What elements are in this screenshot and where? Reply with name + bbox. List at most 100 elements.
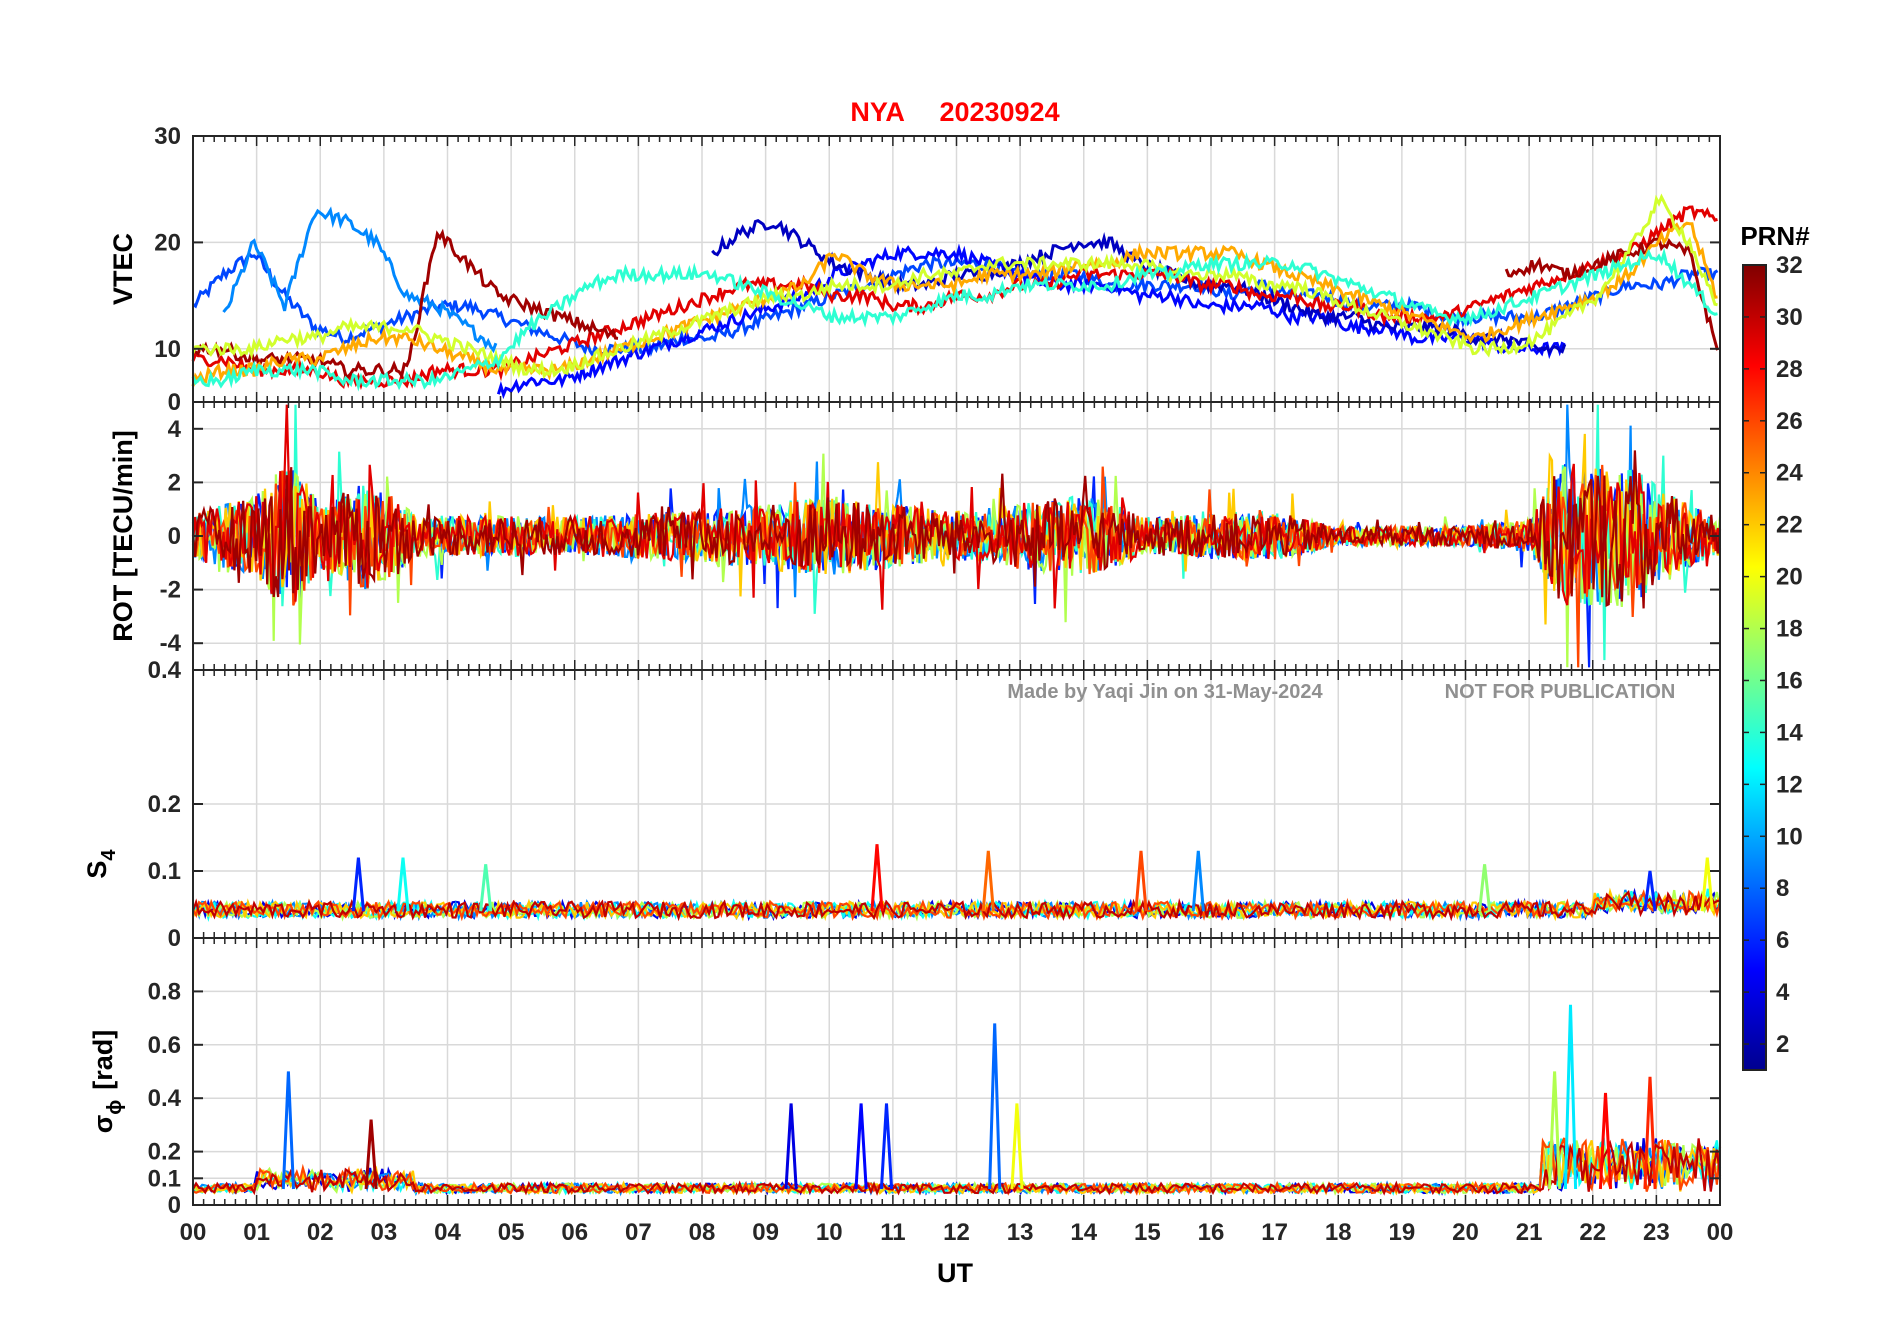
x-tick-label: 15 — [1134, 1219, 1161, 1246]
y-tick-label: 0.8 — [148, 978, 181, 1005]
y-tick-label: -4 — [160, 630, 182, 657]
y-tick-label: 4 — [168, 416, 182, 443]
s4-peak — [981, 850, 995, 912]
y-tick-label: 2 — [168, 469, 181, 496]
y-tick-label: 0 — [168, 523, 181, 550]
sigma_phi-baseline-prn30 — [192, 1138, 1722, 1196]
y-axis-label: σϕ [rad] — [88, 1030, 126, 1133]
y-axis-label: ROT [TECU/min] — [108, 430, 138, 641]
x-tick-label: 02 — [307, 1219, 334, 1246]
x-tick-label: 10 — [816, 1219, 843, 1246]
y-tick-label: 0.2 — [148, 1139, 181, 1166]
sigma_phi-peak — [854, 1103, 868, 1190]
s4-peak — [870, 844, 884, 912]
x-tick-label: 22 — [1579, 1219, 1606, 1246]
y-tick-label: 30 — [154, 123, 181, 150]
y-axis-label-subscript: ϕ — [104, 1100, 126, 1115]
x-tick-label: 19 — [1389, 1219, 1416, 1246]
vtec-series-prn31 — [192, 228, 1719, 380]
x-tick-label: 13 — [1007, 1219, 1034, 1246]
y-tick-label: 0.2 — [148, 791, 181, 818]
sigma_phi-peak — [1643, 1076, 1657, 1190]
s4-peak — [1643, 870, 1657, 912]
s4-peak — [1478, 864, 1492, 912]
y-axis-label: S4 — [82, 849, 120, 879]
colorbar-tick-label: 26 — [1776, 408, 1803, 435]
title-station: NYA — [850, 97, 904, 127]
colorbar-tick-label: 8 — [1776, 875, 1789, 902]
x-tick-label: 17 — [1261, 1219, 1288, 1246]
y-tick-label: 0.4 — [148, 1085, 182, 1112]
colorbar-tick-label: 10 — [1776, 823, 1803, 850]
rot-series-prn31 — [191, 450, 1722, 609]
colorbar-tick-label: 28 — [1776, 356, 1803, 383]
x-tick-label: 09 — [752, 1219, 779, 1246]
x-tick-label: 16 — [1198, 1219, 1225, 1246]
watermark-author: Made by Yaqi Jin on 31-May-2024 — [1007, 681, 1323, 703]
x-tick-label: 07 — [625, 1219, 652, 1246]
y-tick-label: 0.1 — [148, 1165, 181, 1192]
panel-rot: -4 -2 0 2 4 ROT [TECU/min] 0 0.4 — [108, 389, 1722, 684]
y-axis-label-main: S — [82, 861, 112, 879]
y-axis-label-subscript: 4 — [98, 849, 120, 861]
x-tick-label: 04 — [434, 1219, 461, 1246]
y-tick-label: 0.6 — [148, 1032, 181, 1059]
y-tick-label: 20 — [154, 229, 181, 256]
y-axis-label: VTEC — [108, 233, 138, 305]
y-axis-label-symbol: σ — [88, 1115, 118, 1133]
colorbar-label: PRN# — [1740, 221, 1810, 251]
sigma_phi-peak — [1548, 1071, 1562, 1190]
sigma_phi-peak — [1598, 1092, 1613, 1190]
x-axis: 00 01 02 03 04 05 06 07 08 09 10 11 12 13 14 15 16 17 18 19… — [180, 1219, 1734, 1246]
sigma_phi-peak — [1010, 1103, 1024, 1190]
s4-peak — [1700, 857, 1714, 912]
colorbar-tick-label: 32 — [1776, 252, 1803, 279]
x-tick-label: 12 — [943, 1219, 970, 1246]
s4-peak — [1134, 850, 1148, 912]
y-tick-label: 10 — [154, 336, 181, 363]
sigma_phi-peak — [879, 1103, 894, 1190]
colorbar-tick-label: 22 — [1776, 512, 1803, 539]
vtec-series-prn9 — [222, 206, 498, 354]
x-tick-label: 21 — [1516, 1219, 1543, 1246]
colorbar-tick-label: 18 — [1776, 616, 1803, 643]
x-tick-label: 00 — [180, 1219, 207, 1246]
x-tick-label: 05 — [498, 1219, 525, 1246]
s4-peak — [351, 857, 365, 912]
chart-title: NYA 20230924 — [850, 97, 1059, 127]
x-tick-label: 18 — [1325, 1219, 1352, 1246]
colorbar-tick-label: 30 — [1776, 304, 1803, 331]
vtec-series-prn19 — [191, 193, 1718, 380]
title-date: 20230924 — [939, 97, 1059, 127]
x-tick-label: 01 — [243, 1219, 270, 1246]
x-axis-label: UT — [937, 1258, 973, 1288]
s4-peak — [396, 857, 410, 912]
colorbar-tick-label: 16 — [1776, 667, 1803, 694]
vtec-series-prn23 — [191, 221, 1718, 387]
x-tick-label: 14 — [1070, 1219, 1097, 1246]
sigma_phi-peak — [988, 1023, 1002, 1190]
sigma_phi-baseline-prn26 — [192, 1137, 1722, 1197]
colorbar-tick-label: 20 — [1776, 564, 1803, 591]
y-tick-label-bottom: 0.4 — [148, 657, 182, 684]
y-tick-label: -2 — [160, 577, 181, 604]
sigma_phi-peak — [281, 1071, 295, 1190]
colorbar-tick-label: 2 — [1776, 1031, 1789, 1058]
x-tick-label: 20 — [1452, 1219, 1479, 1246]
x-tick-label: 03 — [371, 1219, 398, 1246]
panel-vtec: 10 20 30 VTEC — [108, 123, 1721, 403]
x-tick-label: 11 — [880, 1219, 905, 1246]
colorbar-tick-label: 6 — [1776, 927, 1789, 954]
sigma_phi-peak — [784, 1103, 798, 1190]
y-tick-label: 0 — [168, 925, 181, 952]
colorbar-tick-label: 24 — [1776, 460, 1803, 487]
x-tick-label: 08 — [689, 1219, 716, 1246]
colorbar-tick-label: 14 — [1776, 719, 1803, 746]
panel-sigma_phi: 00.10.2 0.4 0.6 0.8 σϕ [rad] — [88, 937, 1722, 1219]
colorbar-gradient — [1742, 264, 1767, 1071]
s4-peak — [479, 864, 493, 912]
